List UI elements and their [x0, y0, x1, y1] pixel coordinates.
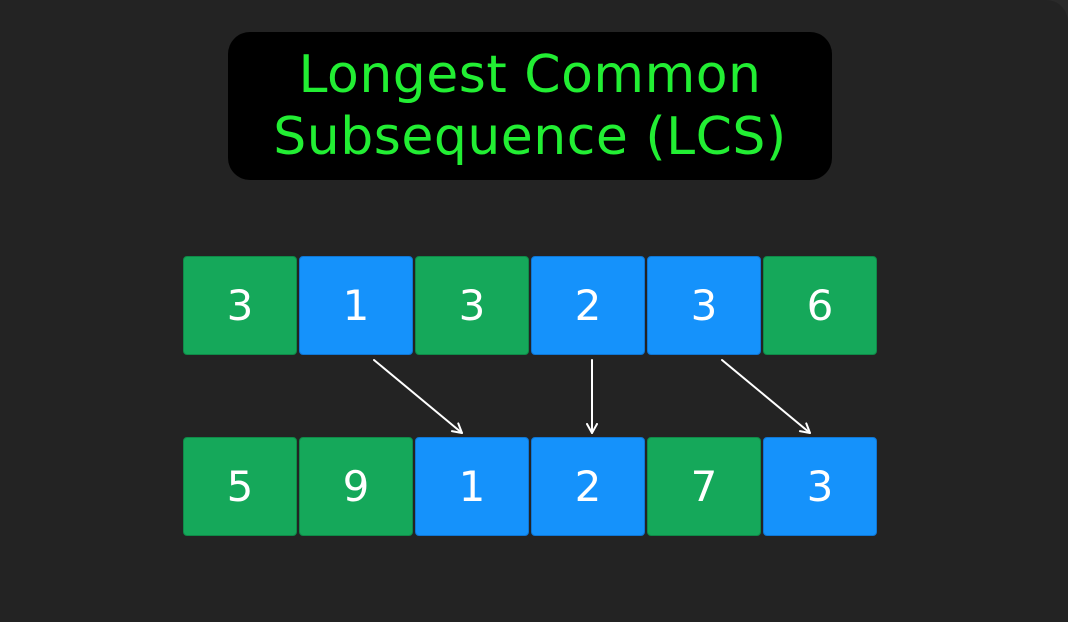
- bottom-cell-3: 2: [531, 437, 645, 536]
- top-cell-5: 6: [763, 256, 877, 355]
- title-box: Longest Common Subsequence (LCS): [228, 32, 832, 180]
- title-line-2: Subsequence (LCS): [273, 107, 787, 167]
- bottom-cell-2: 1: [415, 437, 529, 536]
- bottom-cell-5: 3: [763, 437, 877, 536]
- top-cell-3: 2: [531, 256, 645, 355]
- top-cell-1: 1: [299, 256, 413, 355]
- title-line-1: Longest Common: [298, 45, 762, 105]
- top-cell-4: 3: [647, 256, 761, 355]
- bottom-cell-1: 9: [299, 437, 413, 536]
- match-arrow-0: [373, 359, 463, 434]
- sequence-top: 3 1 3 2 3 6: [183, 256, 877, 357]
- match-arrow-2: [721, 359, 811, 434]
- top-cell-2: 3: [415, 256, 529, 355]
- sequence-bottom: 5 9 1 2 7 3: [183, 437, 877, 538]
- bottom-cell-0: 5: [183, 437, 297, 536]
- top-cell-0: 3: [183, 256, 297, 355]
- bottom-cell-4: 7: [647, 437, 761, 536]
